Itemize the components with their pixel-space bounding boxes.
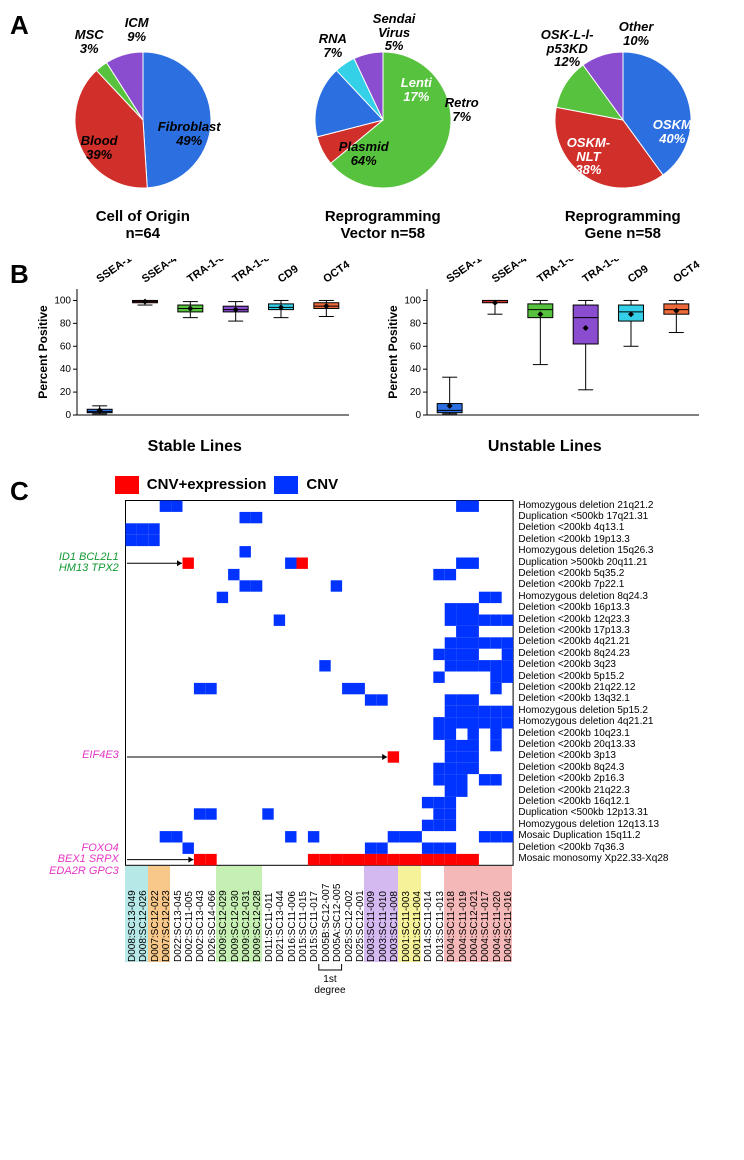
svg-text:Percent Positive: Percent Positive xyxy=(386,304,400,398)
box-plots: 0 20 40 60 80 100 Percent Positive SSEA-1 SSEA-4… xyxy=(35,259,705,456)
gene-labels: ID1 BCL2L1HM13 TPX2EIF4E3FOXO4BEX1 SRPXE… xyxy=(35,500,125,865)
panel-c-content: CNV+expressionCNV ID1 BCL2L1HM13 TPX2EIF… xyxy=(35,476,669,1007)
svg-text:SSEA-1: SSEA-1 xyxy=(94,259,133,285)
panel-c-label: C xyxy=(10,476,29,507)
svg-text:TRA-1-60: TRA-1-60 xyxy=(535,259,581,285)
svg-text:CD9: CD9 xyxy=(276,263,301,285)
svg-text:60: 60 xyxy=(60,341,72,352)
svg-text:20: 20 xyxy=(410,387,422,398)
panel-b-label: B xyxy=(10,259,29,290)
column-labels: D008:SC13-049D008:SC12-026D007:SC12-022D… xyxy=(125,866,513,1006)
svg-text:100: 100 xyxy=(54,295,71,306)
svg-text:80: 80 xyxy=(60,318,72,329)
row-labels: Homozygous deletion 21q21.2Duplication <… xyxy=(518,500,668,865)
heatmap-legend: CNV+expressionCNV xyxy=(115,476,669,494)
pie-charts: Fibroblast49%Blood39%MSC3%ICM9%Cell of O… xyxy=(33,10,733,243)
svg-text:TRA-1-81: TRA-1-81 xyxy=(580,259,626,285)
svg-text:TRA-1-60: TRA-1-60 xyxy=(185,259,231,285)
svg-text:SSEA-4: SSEA-4 xyxy=(490,259,530,285)
svg-text:OCT4: OCT4 xyxy=(671,259,703,285)
panel-a: A Fibroblast49%Blood39%MSC3%ICM9%Cell of… xyxy=(10,10,734,243)
svg-text:SSEA-4: SSEA-4 xyxy=(140,259,180,285)
svg-text:20: 20 xyxy=(60,387,72,398)
svg-text:CD9: CD9 xyxy=(626,263,651,285)
panel-b: B 0 20 40 60 80 100 Percent Positive SSEA-1 SSEA… xyxy=(10,259,734,456)
heatmap xyxy=(125,500,515,867)
panel-c: C CNV+expressionCNV ID1 BCL2L1HM13 TPX2E… xyxy=(10,476,734,1007)
svg-text:60: 60 xyxy=(410,341,422,352)
panel-a-label: A xyxy=(10,10,29,41)
svg-text:0: 0 xyxy=(65,410,71,421)
svg-text:Percent Positive: Percent Positive xyxy=(36,304,50,398)
svg-text:40: 40 xyxy=(410,364,422,375)
svg-text:80: 80 xyxy=(410,318,422,329)
svg-text:100: 100 xyxy=(404,295,421,306)
svg-text:SSEA-1: SSEA-1 xyxy=(444,259,483,285)
svg-text:OCT4: OCT4 xyxy=(321,259,353,285)
svg-text:TRA-1-81: TRA-1-81 xyxy=(230,259,276,285)
heatmap-area: ID1 BCL2L1HM13 TPX2EIF4E3FOXO4BEX1 SRPXE… xyxy=(35,500,669,867)
svg-text:40: 40 xyxy=(60,364,72,375)
svg-text:0: 0 xyxy=(415,410,421,421)
